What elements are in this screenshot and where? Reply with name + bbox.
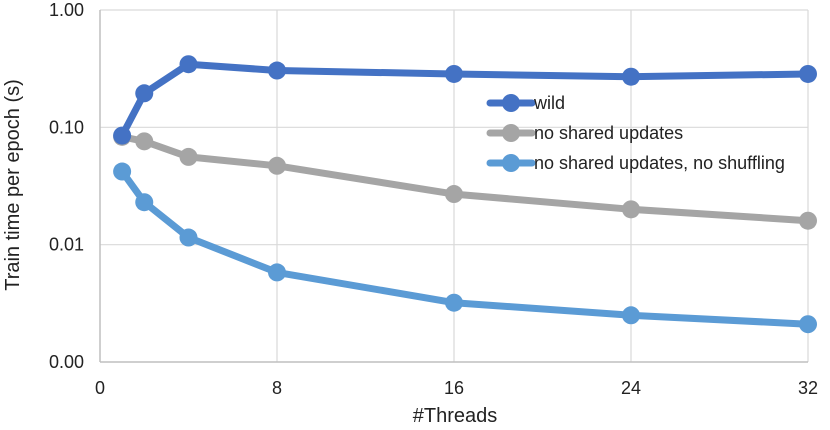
legend-label: no shared updates, no shuffling [534,153,785,173]
y-tick-label: 0.00 [49,352,84,372]
data-point [799,64,817,83]
y-axis-label: Train time per epoch (s) [2,79,24,291]
x-tick-label: 16 [444,378,464,398]
series-0 [113,55,817,145]
data-point [799,211,817,230]
series-line [118,60,812,140]
data-point [622,67,640,86]
series-line [118,133,812,225]
tick-labels: 0 8 16 24 32 0.00 0.01 0.10 1.00 [49,0,818,398]
x-tick-label: 8 [272,378,282,398]
series-2 [113,162,817,334]
legend-entry: no shared updates [486,123,683,143]
data-point [179,55,198,74]
legend-label: wild [533,93,565,113]
series-group [113,55,817,334]
legend: wild no shared updates no shared updates, … [486,93,785,173]
x-tick-label: 24 [621,378,641,398]
data-point [622,200,640,219]
legend-label: no shared updates [534,123,683,143]
x-axis-label: #Threads [413,405,498,427]
data-point [113,162,132,181]
data-point [268,263,286,282]
axes [99,10,808,363]
data-point [445,293,463,312]
series-1 [113,127,817,230]
y-tick-label: 0.10 [49,117,84,137]
y-tick-label: 1.00 [49,0,84,20]
data-point [113,126,132,145]
legend-entry: wild [486,93,565,113]
data-point [445,185,463,204]
x-tick-label: 32 [798,378,818,398]
data-point [622,306,640,325]
data-point [445,64,463,83]
legend-swatch-marker [502,94,520,112]
data-point [179,228,198,247]
x-tick-label: 0 [95,378,105,398]
legend-swatch-marker [502,124,520,142]
legend-entry: no shared updates, no shuffling [486,153,785,173]
data-point [135,193,154,212]
data-point [135,132,154,151]
data-point [135,84,154,103]
data-point [799,315,817,334]
y-tick-label: 0.01 [49,235,84,255]
data-point [268,61,286,80]
legend-swatch-marker [502,154,520,172]
data-point [179,147,198,166]
data-point [268,156,286,175]
